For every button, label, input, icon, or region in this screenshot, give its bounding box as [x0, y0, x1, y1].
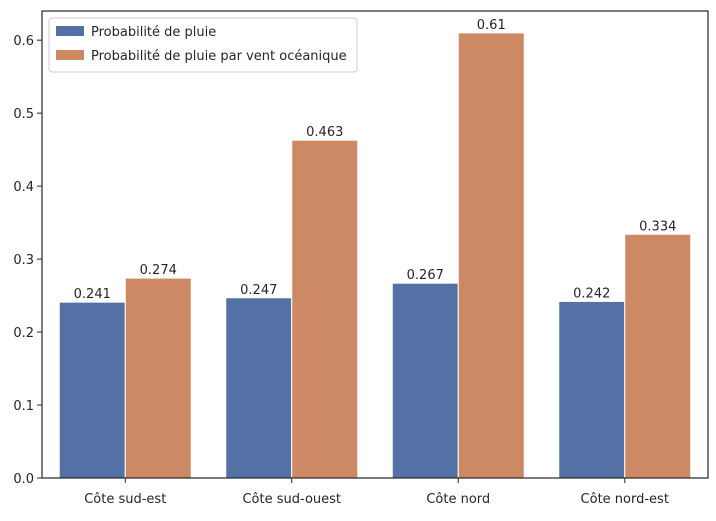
bar-value-label: 0.247 [240, 283, 277, 298]
x-tick-label: Côte nord [426, 492, 490, 507]
x-tick-label: Côte sud-est [84, 492, 166, 507]
bar-series-2-1 [124, 277, 192, 479]
bar-value-label: 0.242 [573, 286, 610, 301]
bar-series-2-4 [624, 233, 692, 479]
y-tick-label: 0.6 [13, 34, 34, 49]
legend-box [48, 17, 358, 73]
bar-series-1-2 [225, 297, 293, 479]
bar-series-2-3 [457, 32, 525, 479]
y-tick-label: 0.5 [13, 107, 34, 122]
legend-label-series-1: Probabilité de pluie [91, 25, 216, 40]
bar-series-1-3 [391, 282, 459, 479]
bar-series-1-1 [58, 301, 126, 479]
legend-swatch-series-2 [56, 50, 84, 60]
bars [58, 32, 692, 479]
bar-value-label: 0.267 [407, 268, 444, 283]
plot-frame [41, 10, 709, 479]
legend-swatch-series-1 [56, 26, 84, 36]
bar-series-2-2 [291, 139, 359, 479]
y-tick-label: 0.1 [13, 399, 34, 414]
y-tick-label: 0.0 [13, 472, 34, 487]
bar-value-labels: 0.241 0.274 0.247 0.463 0.267 0.61 0.242 0.334 [74, 18, 677, 302]
x-tick-label: Côte sud-ouest [242, 492, 341, 507]
bar-value-label: 0.334 [639, 219, 676, 234]
bar-series-1-4 [558, 300, 626, 479]
bar-value-label: 0.241 [74, 287, 111, 302]
bar-value-label: 0.463 [306, 125, 343, 140]
y-tick-label: 0.3 [13, 253, 34, 268]
y-tick-label: 0.2 [13, 326, 34, 341]
x-axis: Côte sud-est Côte sud-ouest Côte nord Côte … [84, 478, 669, 507]
y-tick-label: 0.4 [13, 180, 34, 195]
legend-label-series-2: Probabilité de pluie par vent océanique [91, 49, 347, 64]
y-axis: 0.0 0.1 0.2 0.3 0.4 0.5 0.6 [13, 34, 42, 487]
bar-value-label: 0.61 [477, 18, 506, 33]
legend: Probabilité de pluie Probabilité de plui… [48, 17, 358, 73]
bar-value-label: 0.274 [140, 263, 177, 278]
x-tick-label: Côte nord-est [581, 492, 669, 507]
